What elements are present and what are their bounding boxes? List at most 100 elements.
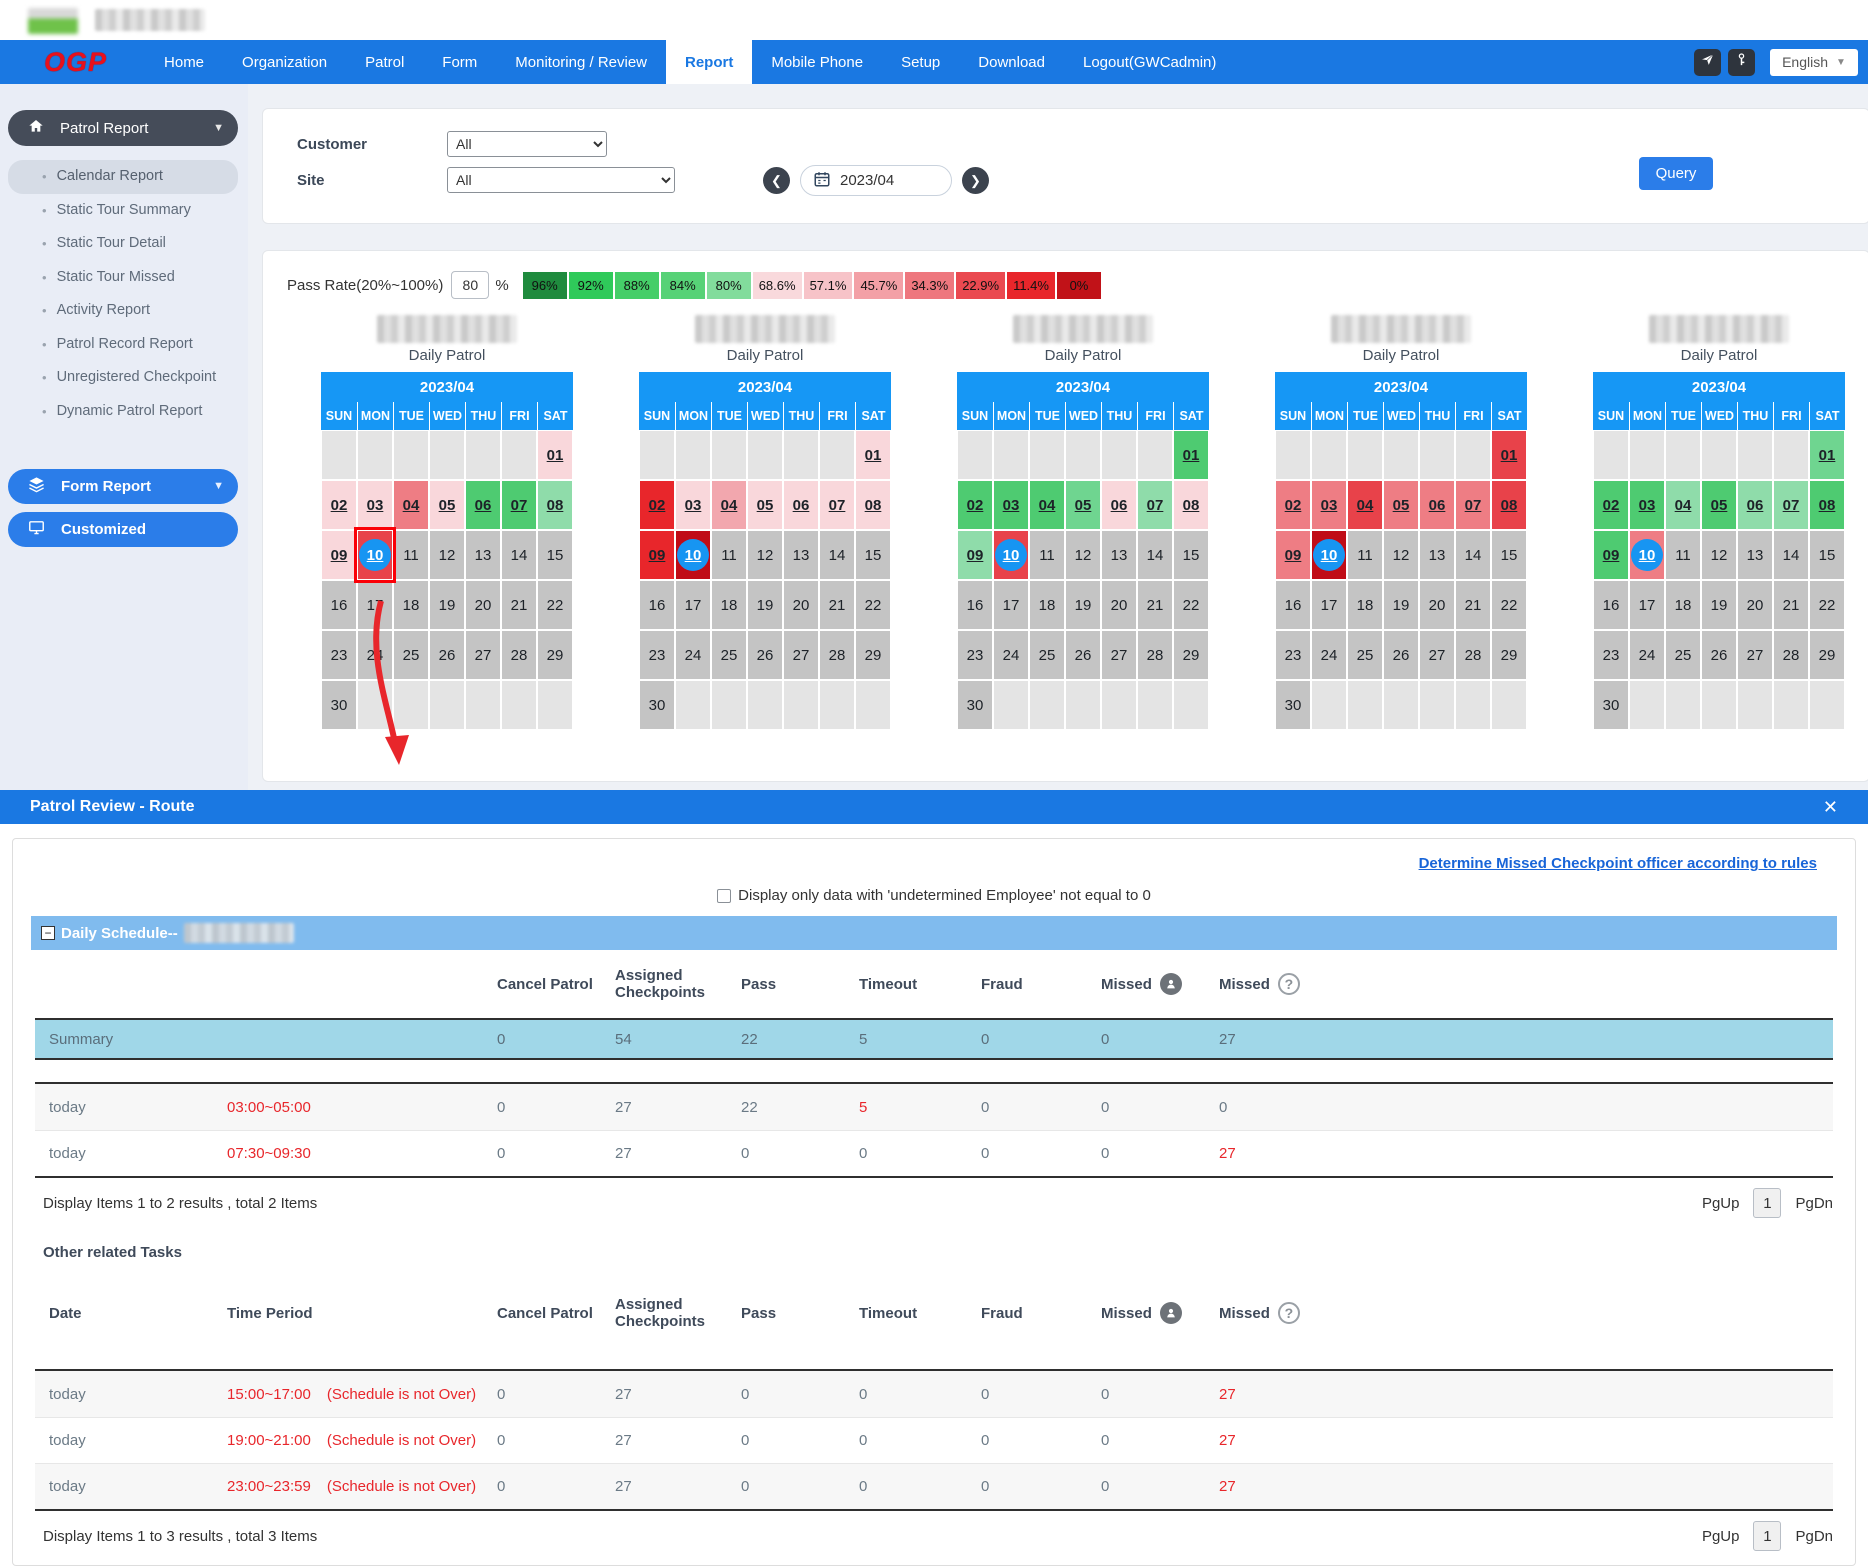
calendar-cell-07[interactable]: 07 <box>1137 480 1173 530</box>
nav-item-mobile-phone[interactable]: Mobile Phone <box>771 53 864 71</box>
sidebar-item-activity-report[interactable]: • Activity Report <box>8 294 238 328</box>
calendar-cell-10[interactable]: 10 <box>354 527 396 583</box>
calendar-cell-04[interactable]: 04 <box>393 480 429 530</box>
sidebar-section-customized[interactable]: Customized <box>8 511 238 547</box>
pass-rate-input[interactable] <box>451 271 490 299</box>
calendar-cell-02[interactable]: 02 <box>957 480 993 530</box>
nav-item-home[interactable]: Home <box>164 53 205 71</box>
calendar-cell-10[interactable]: 10 <box>1629 530 1665 580</box>
calendar-cell-09[interactable]: 09 <box>321 530 357 580</box>
selected-day-circle[interactable]: 10 <box>359 539 391 571</box>
calendar-cell-03[interactable]: 03 <box>1311 480 1347 530</box>
calendar-cell-06[interactable]: 06 <box>465 480 501 530</box>
calendar-cell-02[interactable]: 02 <box>1275 480 1311 530</box>
calendar-cell-03[interactable]: 03 <box>357 480 393 530</box>
calendar-cell-08[interactable]: 08 <box>1809 480 1845 530</box>
sidebar-section-patrol-report[interactable]: Patrol Report ▼ <box>8 110 238 146</box>
calendar-cell-02[interactable]: 02 <box>321 480 357 530</box>
sidebar-item-calendar-report[interactable]: • Calendar Report <box>8 160 238 194</box>
calendar-cell-04[interactable]: 04 <box>711 480 747 530</box>
sidebar-item-dynamic-patrol-report[interactable]: • Dynamic Patrol Report <box>8 395 238 429</box>
calendar-cell-01[interactable]: 01 <box>1173 430 1209 480</box>
calendar-cell-09[interactable]: 09 <box>1593 530 1629 580</box>
query-button[interactable]: Query <box>1639 157 1713 190</box>
sidebar-item-static-tour-missed[interactable]: • Static Tour Missed <box>8 261 238 295</box>
nav-item-download[interactable]: Download <box>978 53 1045 71</box>
selected-day-circle[interactable]: 10 <box>995 539 1027 571</box>
sidebar-section-form-report[interactable]: Form Report ▼ <box>8 468 238 504</box>
calendar-cell-08[interactable]: 08 <box>1173 480 1209 530</box>
month-input[interactable]: 2023/04 <box>800 165 952 196</box>
nav-item-patrol[interactable]: Patrol <box>365 53 405 71</box>
determine-missed-rules-link[interactable]: Determine Missed Checkpoint officer acco… <box>1418 855 1817 872</box>
calendar-cell-06[interactable]: 06 <box>1101 480 1137 530</box>
calendar-cell-10[interactable]: 10 <box>675 530 711 580</box>
sidebar-item-unregistered-checkpoint[interactable]: • Unregistered Checkpoint <box>8 361 238 395</box>
prev-month-button[interactable]: ❮ <box>763 167 790 194</box>
calendar-cell-01[interactable]: 01 <box>855 430 891 480</box>
sidebar-item-static-tour-summary[interactable]: • Static Tour Summary <box>8 194 238 228</box>
calendar-cell-01[interactable]: 01 <box>1491 430 1527 480</box>
calendar-cell-08[interactable]: 08 <box>855 480 891 530</box>
nav-item-organization[interactable]: Organization <box>242 53 328 71</box>
password-key-button[interactable] <box>1728 48 1755 76</box>
pgdn-button[interactable]: PgDn <box>1795 1527 1833 1545</box>
calendar-cell-07[interactable]: 07 <box>1455 480 1491 530</box>
calendar-cell-09[interactable]: 09 <box>1275 530 1311 580</box>
calendar-cell-05[interactable]: 05 <box>1701 480 1737 530</box>
calendar-cell-04[interactable]: 04 <box>1347 480 1383 530</box>
nav-item-report[interactable]: Report <box>666 40 753 84</box>
nav-item-setup[interactable]: Setup <box>901 53 941 71</box>
collapse-icon[interactable]: − <box>41 926 55 940</box>
page-number[interactable]: 1 <box>1753 1521 1782 1551</box>
language-select[interactable]: English ▼ <box>1770 48 1858 76</box>
calendar-cell-01[interactable]: 01 <box>1809 430 1845 480</box>
paper-plane-icon <box>1700 52 1715 72</box>
calendar-cell-08[interactable]: 08 <box>1491 480 1527 530</box>
calendar-cell-02[interactable]: 02 <box>1593 480 1629 530</box>
pgup-button[interactable]: PgUp <box>1701 1194 1740 1212</box>
calendar-cell-06[interactable]: 06 <box>1419 480 1455 530</box>
calendar-cell-04[interactable]: 04 <box>1029 480 1065 530</box>
calendar-cell-06[interactable]: 06 <box>1737 480 1773 530</box>
next-month-button[interactable]: ❯ <box>962 167 989 194</box>
calendar-cell-10[interactable]: 10 <box>1311 530 1347 580</box>
calendar-cell-10[interactable]: 10 <box>993 530 1029 580</box>
calendar-cell-03[interactable]: 03 <box>675 480 711 530</box>
calendar-cell-05[interactable]: 05 <box>1383 480 1419 530</box>
calendar-cell-05[interactable]: 05 <box>429 480 465 530</box>
calendar-cell-07[interactable]: 07 <box>501 480 537 530</box>
calendar-cell-09[interactable]: 09 <box>957 530 993 580</box>
calendar-cell-19: 19 <box>1383 580 1419 630</box>
calendar-cell-05[interactable]: 05 <box>747 480 783 530</box>
calendar-cell-07[interactable]: 07 <box>1773 480 1809 530</box>
selected-day-circle[interactable]: 10 <box>1631 539 1663 571</box>
selected-day-circle[interactable]: 10 <box>1313 539 1345 571</box>
pgup-button[interactable]: PgUp <box>1701 1527 1740 1545</box>
selected-day-circle[interactable]: 10 <box>677 539 709 571</box>
calendar-cell-03[interactable]: 03 <box>993 480 1029 530</box>
calendar-month-header: 2023/04 <box>1275 372 1527 402</box>
nav-item-monitoring-review[interactable]: Monitoring / Review <box>515 53 647 71</box>
send-message-button[interactable] <box>1694 48 1721 76</box>
nav-item-logout-gwcadmin[interactable]: Logout(GWCadmin) <box>1083 53 1217 71</box>
calendar-cell-01[interactable]: 01 <box>537 430 573 480</box>
nav-item-form[interactable]: Form <box>442 53 478 71</box>
calendar-cell-02[interactable]: 02 <box>639 480 675 530</box>
calendar-cell-06[interactable]: 06 <box>783 480 819 530</box>
customer-select[interactable]: All <box>447 131 607 157</box>
calendar-cell-09[interactable]: 09 <box>639 530 675 580</box>
site-select[interactable]: All <box>447 167 675 193</box>
pgdn-button[interactable]: PgDn <box>1795 1194 1833 1212</box>
calendar-cell-05[interactable]: 05 <box>1065 480 1101 530</box>
calendar-cell-08[interactable]: 08 <box>537 480 573 530</box>
calendar-cell-04[interactable]: 04 <box>1665 480 1701 530</box>
undetermined-employee-checkbox[interactable] <box>717 888 732 903</box>
calendar-cell-03[interactable]: 03 <box>1629 480 1665 530</box>
calendar-cell-empty <box>1347 430 1383 480</box>
calendar-cell-07[interactable]: 07 <box>819 480 855 530</box>
sidebar-item-patrol-record-report[interactable]: • Patrol Record Report <box>8 328 238 362</box>
page-number[interactable]: 1 <box>1753 1188 1782 1218</box>
close-icon[interactable]: ✕ <box>1822 796 1838 817</box>
sidebar-item-static-tour-detail[interactable]: • Static Tour Detail <box>8 227 238 261</box>
